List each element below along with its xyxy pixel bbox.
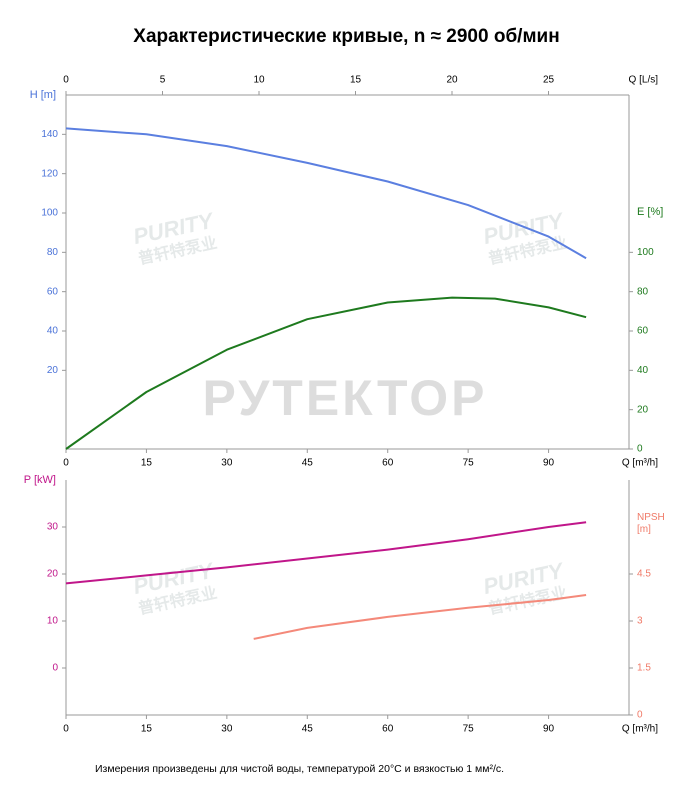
x-tick-label: 0 [63, 724, 69, 735]
x-tick-label: 45 [302, 724, 314, 735]
x-tick-label: 60 [382, 458, 394, 469]
y2-tick-label: 1.5 [637, 663, 651, 674]
x-tick-label: 90 [543, 724, 555, 735]
y-tick-label: 60 [47, 286, 59, 297]
x-tick-label: 60 [382, 724, 394, 735]
y2-tick-label: 4.5 [637, 569, 651, 580]
x2-tick-label: 0 [63, 75, 69, 86]
line-series [65, 127, 587, 260]
x-tick-label: 75 [463, 724, 475, 735]
y2-tick-label: 60 [637, 326, 649, 337]
x-tick-label: 15 [141, 458, 153, 469]
x-tick-label: 75 [463, 458, 475, 469]
x-tick-label: 0 [63, 458, 69, 469]
line-series [65, 521, 587, 585]
x2-axis-label: Q [L/s] [629, 75, 659, 86]
y-tick-label: 40 [47, 326, 59, 337]
x-tick-label: 15 [141, 724, 153, 735]
x-axis-label: Q [m³/h] [622, 724, 658, 735]
y-tick-label: 120 [41, 168, 58, 179]
x-tick-label: 90 [543, 458, 555, 469]
x-axis-label: Q [m³/h] [622, 458, 658, 469]
y-tick-label: 140 [41, 129, 58, 140]
line-series [65, 296, 587, 450]
y2-tick-label: 0 [637, 444, 643, 455]
x2-tick-label: 10 [253, 75, 265, 86]
y2-axis-label: E [%] [637, 206, 663, 218]
page-title: Характеристические кривые, n ≈ 2900 об/м… [133, 26, 560, 47]
y2-tick-label: 100 [637, 247, 654, 258]
y-tick-label: 100 [41, 208, 58, 219]
x-tick-label: 30 [221, 458, 233, 469]
y2-tick-label: 40 [637, 365, 649, 376]
y-axis-label: H [m] [30, 89, 56, 101]
watermark: РУТЕКТОР [203, 370, 488, 426]
x2-tick-label: 5 [160, 75, 166, 86]
y-tick-label: 20 [47, 569, 59, 580]
y-tick-label: 20 [47, 365, 59, 376]
x-tick-label: 45 [302, 458, 314, 469]
y2-tick-label: 20 [637, 404, 649, 415]
y-tick-label: 80 [47, 247, 59, 258]
x2-tick-label: 20 [446, 75, 458, 86]
x2-tick-label: 25 [543, 75, 555, 86]
y-tick-label: 10 [47, 616, 59, 627]
y2-tick-label: 0 [637, 710, 643, 721]
y2-tick-label: 80 [637, 286, 649, 297]
line-series [253, 594, 587, 640]
x-tick-label: 30 [221, 724, 233, 735]
x2-tick-label: 15 [350, 75, 362, 86]
y-axis-label: P [kW] [24, 474, 56, 486]
y-tick-label: 0 [52, 663, 58, 674]
footnote: Измерения произведены для чистой воды, т… [95, 763, 505, 775]
y2-axis-label: NPSH [m] [637, 512, 665, 535]
y-tick-label: 30 [47, 522, 59, 533]
y2-tick-label: 3 [637, 616, 643, 627]
